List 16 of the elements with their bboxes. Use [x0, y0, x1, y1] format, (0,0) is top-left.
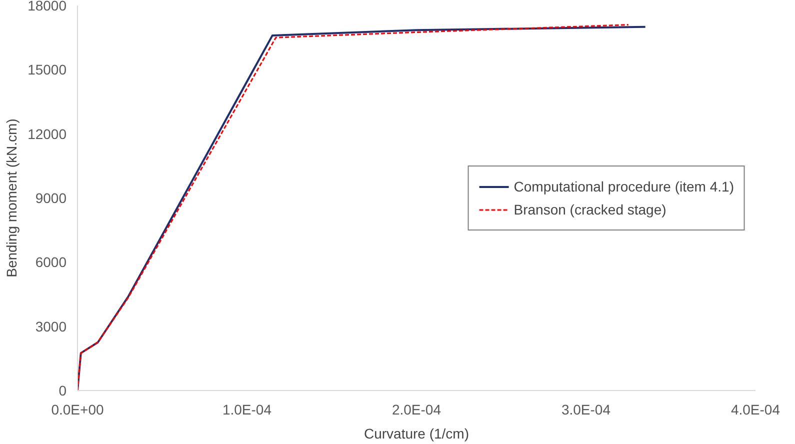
y-tick-label: 15000 — [28, 62, 67, 78]
y-tick-label: 9000 — [35, 190, 67, 206]
y-tick-label: 6000 — [35, 254, 67, 270]
x-tick-label: 1.0E-04 — [222, 402, 272, 418]
y-tick-label: 18000 — [28, 0, 67, 14]
y-tick-label: 3000 — [35, 318, 67, 334]
legend-label: Branson (cracked stage) — [514, 201, 666, 217]
y-tick-label: 12000 — [28, 126, 67, 142]
x-tick-label: 3.0E-04 — [561, 402, 611, 418]
y-tick-label: 0 — [58, 382, 67, 398]
y-axis-title: Bending moment (kN.cm) — [4, 118, 20, 278]
x-tick-label: 0.0E+00 — [51, 402, 104, 418]
x-tick-label: 2.0E-04 — [392, 402, 442, 418]
legend-label: Computational procedure (item 4.1) — [514, 178, 734, 194]
x-tick-label: 4.0E-04 — [730, 402, 780, 418]
x-axis-title: Curvature (1/cm) — [364, 426, 470, 442]
